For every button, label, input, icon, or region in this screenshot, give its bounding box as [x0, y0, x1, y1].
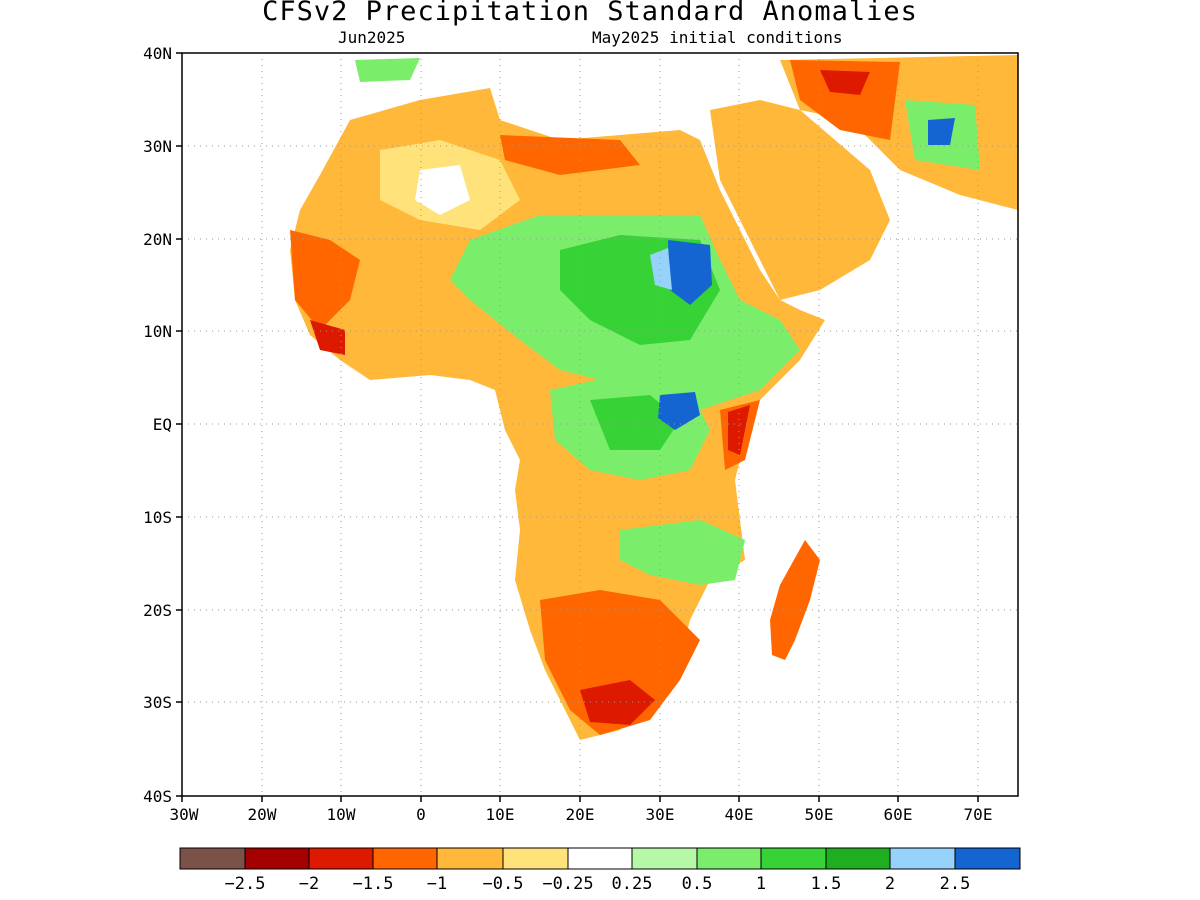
colorbar-label: 1.5 — [811, 874, 842, 894]
lon-label-40e: 40E — [725, 805, 754, 824]
lon-label-30w: 30W — [170, 805, 199, 824]
mediterranean-wet — [355, 58, 420, 82]
sudan-extreme-wet — [668, 240, 712, 305]
lon-label-20w: 20W — [248, 805, 277, 824]
forecast-month: Jun2025 — [338, 28, 406, 47]
colorbar-label: 2 — [885, 874, 895, 894]
colorbar-label: −2.5 — [225, 874, 266, 894]
lon-label-10e: 10E — [486, 805, 515, 824]
chart-title: CFSv2 Precipitation Standard Anomalies — [262, 0, 918, 27]
colorbar-swatch-1 — [179, 847, 246, 870]
lat-label-10n: 10N — [143, 322, 172, 341]
lake-victoria-wet — [658, 392, 700, 430]
north-africa-dry — [500, 135, 640, 175]
west-africa-dry — [290, 230, 360, 330]
zambia-wet — [620, 520, 745, 585]
colorbar-swatch-9 — [696, 847, 762, 870]
lon-label-10w: 10W — [327, 805, 356, 824]
colorbar-swatch-7 — [567, 847, 633, 870]
lon-label-30e: 30E — [646, 805, 675, 824]
lon-label-60e: 60E — [884, 805, 913, 824]
colorbar-label: 0.5 — [682, 874, 713, 894]
colorbar-label: 1 — [756, 874, 766, 894]
colorbar-swatch-10 — [760, 847, 827, 870]
colorbar-label: 2.5 — [940, 874, 971, 894]
initial-conditions: May2025 initial conditions — [592, 28, 843, 47]
southern-africa-dry — [540, 590, 700, 735]
lon-label-0: 0 — [416, 805, 426, 824]
lon-label-20e: 20E — [566, 805, 595, 824]
colorbar-swatch-2 — [244, 847, 310, 870]
colorbar-swatch-13 — [954, 847, 1021, 870]
iran-dry — [790, 60, 900, 140]
map-plot-area — [182, 53, 1018, 796]
lat-label-20s: 20S — [143, 601, 172, 620]
lat-label-30s: 30S — [143, 693, 172, 712]
colorbar-swatch-8 — [631, 847, 698, 870]
lon-label-70e: 70E — [964, 805, 993, 824]
congo-very-wet — [590, 395, 680, 450]
colorbar-label: −0.25 — [542, 874, 593, 894]
lat-label-eq: EQ — [153, 415, 172, 434]
colorbar-swatch-11 — [825, 847, 891, 870]
sahara-white — [415, 165, 470, 215]
colorbar-swatch-6 — [502, 847, 569, 870]
madagascar — [770, 540, 820, 660]
colorbar-label: −0.5 — [483, 874, 524, 894]
lat-label-40s: 40S — [143, 787, 172, 806]
colorbar — [179, 847, 1021, 870]
sudan-light-blue — [650, 248, 672, 290]
lat-label-20n: 20N — [143, 230, 172, 249]
axis-ticks — [176, 52, 979, 802]
arabia-landmass — [710, 100, 890, 300]
colorbar-label: 0.25 — [612, 874, 653, 894]
iran-very-dry — [820, 70, 870, 95]
map-gridlines — [182, 53, 1018, 796]
colorbar-swatch-3 — [308, 847, 374, 870]
colorbar-swatch-5 — [436, 847, 504, 870]
colorbar-label: −2 — [299, 874, 319, 894]
lon-label-50e: 50E — [805, 805, 834, 824]
lat-label-10s: 10S — [143, 508, 172, 527]
east-africa-coast-very-dry — [728, 405, 750, 455]
lat-label-40n: 40N — [143, 44, 172, 63]
colorbar-swatch-12 — [889, 847, 956, 870]
europe-landmass — [340, 55, 780, 90]
colorbar-label: −1.5 — [353, 874, 394, 894]
afghanistan-very-wet — [928, 118, 955, 145]
colorbar-swatch-4 — [372, 847, 438, 870]
lat-label-30n: 30N — [143, 137, 172, 156]
colorbar-label: −1 — [427, 874, 447, 894]
guinea-very-dry — [310, 320, 345, 355]
south-africa-very-dry — [580, 680, 655, 725]
